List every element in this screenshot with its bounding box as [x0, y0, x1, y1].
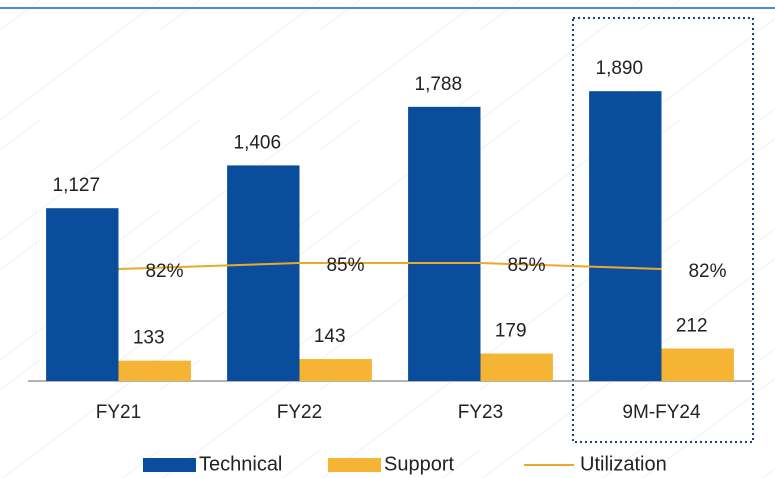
line-label: 85% [507, 255, 545, 276]
data-label: 133 [133, 328, 165, 349]
data-label: 143 [314, 326, 346, 347]
bar [589, 91, 662, 381]
data-label: 1,127 [53, 175, 101, 196]
line-label: 82% [145, 261, 183, 282]
x-tick-label: FY23 [458, 402, 503, 423]
legend-label: Utilization [580, 453, 667, 475]
legend-label: Technical [199, 453, 282, 475]
line-label: 85% [326, 255, 364, 276]
bar [118, 360, 191, 381]
data-label: 179 [495, 321, 527, 342]
x-tick-label: FY22 [277, 402, 322, 423]
x-tick-label: FY21 [96, 402, 141, 423]
bar [661, 348, 734, 381]
bar [480, 353, 553, 381]
data-label: 1,406 [234, 132, 282, 153]
data-label: 1,890 [596, 58, 644, 79]
bar [46, 208, 119, 381]
line [118, 262, 662, 270]
bar [299, 359, 372, 381]
bar [408, 106, 481, 381]
data-label: 1,788 [415, 74, 463, 95]
x-tick-label: 9M-FY24 [622, 402, 701, 423]
data-label: 212 [676, 316, 708, 337]
line-label: 82% [688, 261, 726, 282]
highlight-box [572, 17, 754, 443]
legend-label: Support [384, 453, 454, 475]
legend-swatch [143, 458, 196, 472]
bar [227, 165, 300, 381]
legend-swatch [328, 458, 381, 472]
